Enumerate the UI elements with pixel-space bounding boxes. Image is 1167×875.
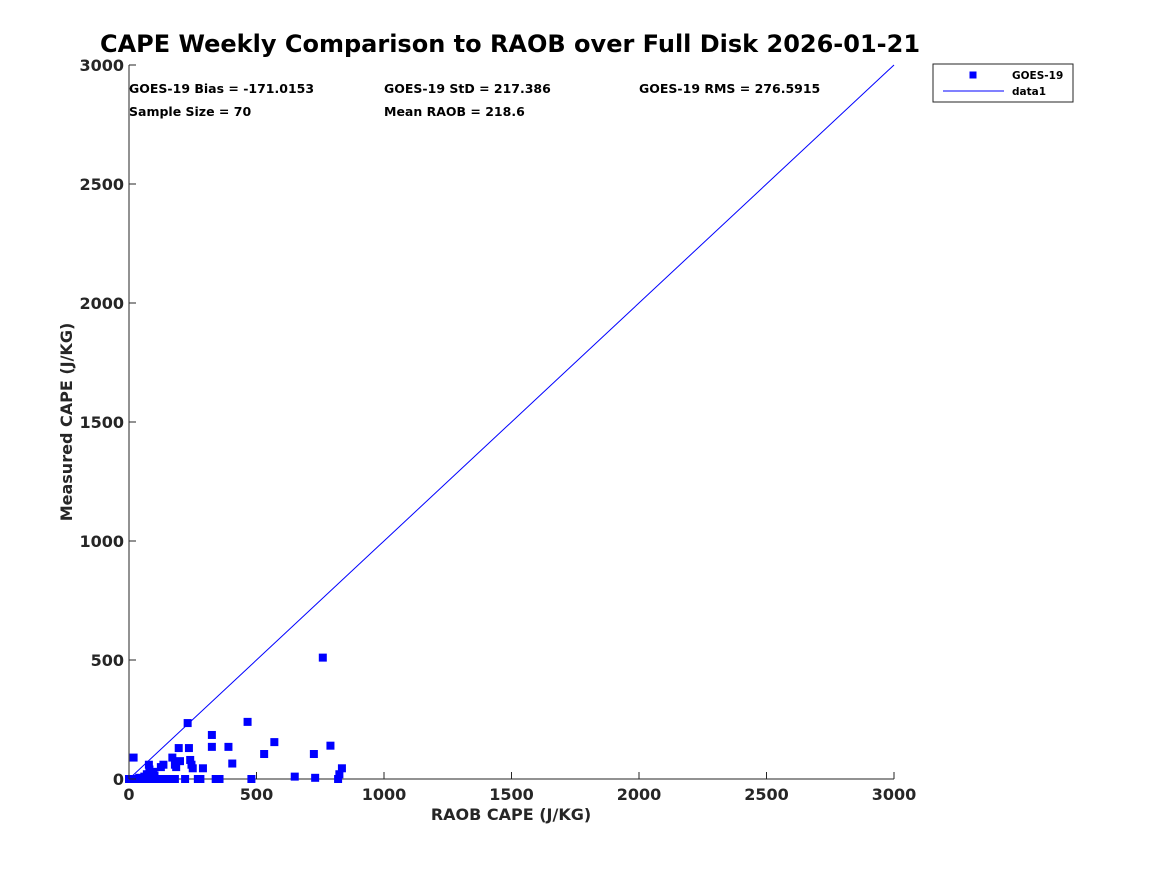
axis-ticks: 0 500 1000 1500 2000 2500 3000 0 500 1000 1500 2000… [79,56,916,804]
y-tick-label: 3000 [79,56,124,75]
data-point-goes19 [207,730,216,739]
x-axis-label: RAOB CAPE (J/KG) [431,805,591,824]
x-tick-label: 3000 [872,785,917,804]
data-point-goes19 [170,775,179,783]
y-axis-label: Measured CAPE (J/KG) [57,323,76,522]
data-point-goes19 [215,775,224,783]
data-point-goes19 [186,755,195,764]
x-tick-label: 1500 [489,785,534,804]
data-point-goes19 [243,717,252,726]
data-point-goes19 [335,770,344,779]
identity-line-data1 [128,64,895,780]
data-point-goes19 [174,744,183,753]
data-point-goes19 [183,719,192,728]
data-point-goes19 [334,775,343,783]
data-point-goes19 [172,763,181,772]
stat-sample-size: Sample Size = 70 [129,104,251,119]
data-point-goes19 [337,764,346,773]
y-tick-label: 500 [91,651,124,670]
data-point-goes19 [159,760,168,769]
legend: GOES-19 data1 [932,63,1074,103]
data-point-goes19 [290,772,299,781]
data-point-goes19 [184,744,193,753]
data-point-goes19 [193,775,202,783]
y-tick-label: 2000 [79,294,124,313]
x-tick-label: 500 [240,785,273,804]
legend-label-goes19: GOES-19 [1012,70,1063,82]
stat-std: GOES-19 StD = 217.386 [384,81,551,96]
chart-title: CAPE Weekly Comparison to RAOB over Full… [100,30,920,58]
data-point-goes19 [198,764,207,773]
data-point-goes19 [188,764,197,773]
data-point-goes19 [311,773,320,782]
y-tick-label: 1500 [79,413,124,432]
data-point-goes19 [144,760,153,769]
data-point-goes19 [165,775,174,783]
data-point-goes19 [247,775,256,783]
plot-area [125,64,895,783]
data-point-goes19 [326,741,335,750]
data-point-goes19 [260,750,269,759]
data-point-goes19 [150,773,159,782]
data-point-goes19 [318,653,327,662]
legend-label-data1: data1 [1012,86,1046,98]
data-point-goes19 [176,757,184,766]
data-point-goes19 [228,759,237,768]
stat-bias: GOES-19 Bias = -171.0153 [129,81,314,96]
legend-box [932,63,1074,103]
y-tick-label: 1000 [79,532,124,551]
data-point-goes19 [168,753,177,762]
stat-mean-raob: Mean RAOB = 218.6 [384,104,525,119]
x-tick-label: 0 [123,785,134,804]
y-tick-label: 0 [113,770,124,789]
data-point-goes19 [270,738,279,747]
data-point-goes19 [309,750,318,759]
data-point-goes19 [129,753,138,762]
x-tick-label: 1000 [362,785,407,804]
data-point-goes19 [224,742,233,751]
data-point-goes19 [140,775,149,783]
x-tick-label: 2500 [744,785,789,804]
data-point-goes19 [181,775,190,783]
x-tick-label: 2000 [617,785,662,804]
legend-marker-goes19 [969,71,977,79]
data-point-goes19 [207,742,216,751]
y-tick-label: 2500 [79,175,124,194]
stat-rms: GOES-19 RMS = 276.5915 [639,81,820,96]
